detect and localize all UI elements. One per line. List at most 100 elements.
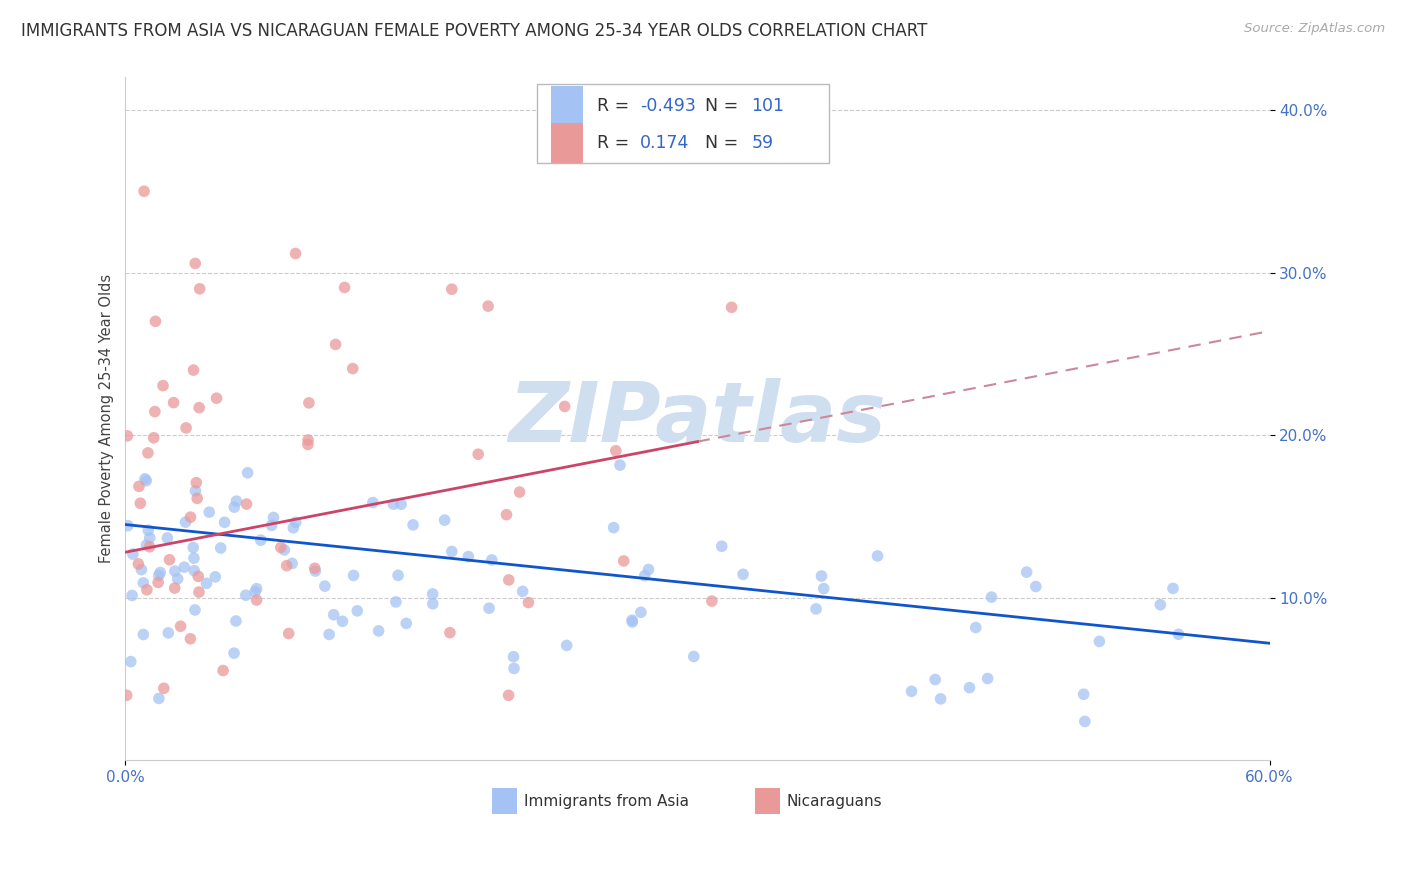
Point	[609, 458, 631, 472]
Point	[495, 508, 517, 522]
Point	[509, 485, 531, 500]
Point	[478, 601, 501, 615]
Point	[188, 282, 211, 296]
Point	[159, 553, 181, 567]
Point	[929, 691, 952, 706]
Point	[132, 575, 155, 590]
Point	[284, 516, 307, 530]
Point	[131, 563, 153, 577]
Point	[1074, 714, 1097, 729]
Point	[149, 566, 172, 580]
Point	[382, 497, 405, 511]
Point	[198, 505, 221, 519]
Point	[225, 494, 247, 508]
Point	[224, 500, 246, 515]
Point	[163, 564, 186, 578]
Point	[503, 661, 526, 675]
Point	[502, 649, 524, 664]
Point	[146, 575, 169, 590]
Point	[183, 363, 205, 377]
Point	[433, 513, 456, 527]
Point	[298, 396, 321, 410]
Point	[132, 184, 155, 198]
Point	[180, 510, 202, 524]
Point	[342, 361, 364, 376]
Point	[152, 378, 174, 392]
Point	[204, 570, 226, 584]
Point	[122, 547, 145, 561]
Point	[157, 626, 180, 640]
Point	[637, 562, 659, 576]
Point	[156, 531, 179, 545]
Point	[318, 627, 340, 641]
Bar	[551, 87, 583, 126]
Point	[270, 541, 292, 555]
Point	[132, 627, 155, 641]
Point	[621, 613, 644, 627]
Point	[385, 595, 408, 609]
Point	[980, 590, 1002, 604]
Point	[214, 515, 236, 529]
Text: 59: 59	[751, 134, 773, 153]
Point	[554, 400, 576, 414]
Point	[138, 540, 160, 554]
Point	[127, 557, 149, 571]
Point	[346, 604, 368, 618]
Point	[682, 649, 704, 664]
Point	[163, 581, 186, 595]
Point	[512, 584, 534, 599]
Point	[325, 337, 347, 351]
Text: Immigrants from Asia: Immigrants from Asia	[523, 794, 689, 809]
Point	[924, 673, 946, 687]
Point	[976, 672, 998, 686]
Bar	[492, 789, 517, 814]
Point	[184, 483, 207, 498]
Point	[965, 621, 987, 635]
Point	[402, 517, 425, 532]
Text: Nicaraguans: Nicaraguans	[787, 794, 883, 809]
Point	[129, 496, 152, 510]
Point	[205, 391, 228, 405]
Point	[162, 395, 184, 409]
Point	[183, 564, 205, 578]
Point	[263, 510, 285, 524]
Text: -0.493: -0.493	[640, 97, 696, 115]
Point	[260, 518, 283, 533]
Point	[186, 491, 208, 506]
Point	[134, 472, 156, 486]
Text: R =: R =	[596, 97, 634, 115]
Bar	[537, 84, 830, 163]
Point	[477, 299, 499, 313]
Point	[1149, 598, 1171, 612]
Point	[225, 614, 247, 628]
Point	[166, 572, 188, 586]
Point	[333, 280, 356, 294]
Point	[276, 558, 298, 573]
Point	[1015, 565, 1038, 579]
Point	[183, 551, 205, 566]
Point	[440, 544, 463, 558]
Point	[184, 603, 207, 617]
Point	[720, 301, 742, 315]
Point	[332, 615, 354, 629]
Point	[120, 655, 142, 669]
Point	[517, 595, 540, 609]
Bar	[551, 123, 583, 163]
Point	[422, 597, 444, 611]
Point	[804, 602, 827, 616]
Point	[813, 582, 835, 596]
Point	[188, 585, 211, 599]
Point	[304, 564, 326, 578]
Point	[135, 474, 157, 488]
Point	[121, 589, 143, 603]
Point	[145, 314, 167, 328]
Point	[136, 446, 159, 460]
Point	[153, 681, 176, 696]
Point	[148, 568, 170, 582]
Point	[245, 593, 267, 607]
Point	[235, 588, 257, 602]
Point	[630, 605, 652, 619]
Point	[143, 404, 166, 418]
Point	[128, 479, 150, 493]
Point	[387, 568, 409, 582]
